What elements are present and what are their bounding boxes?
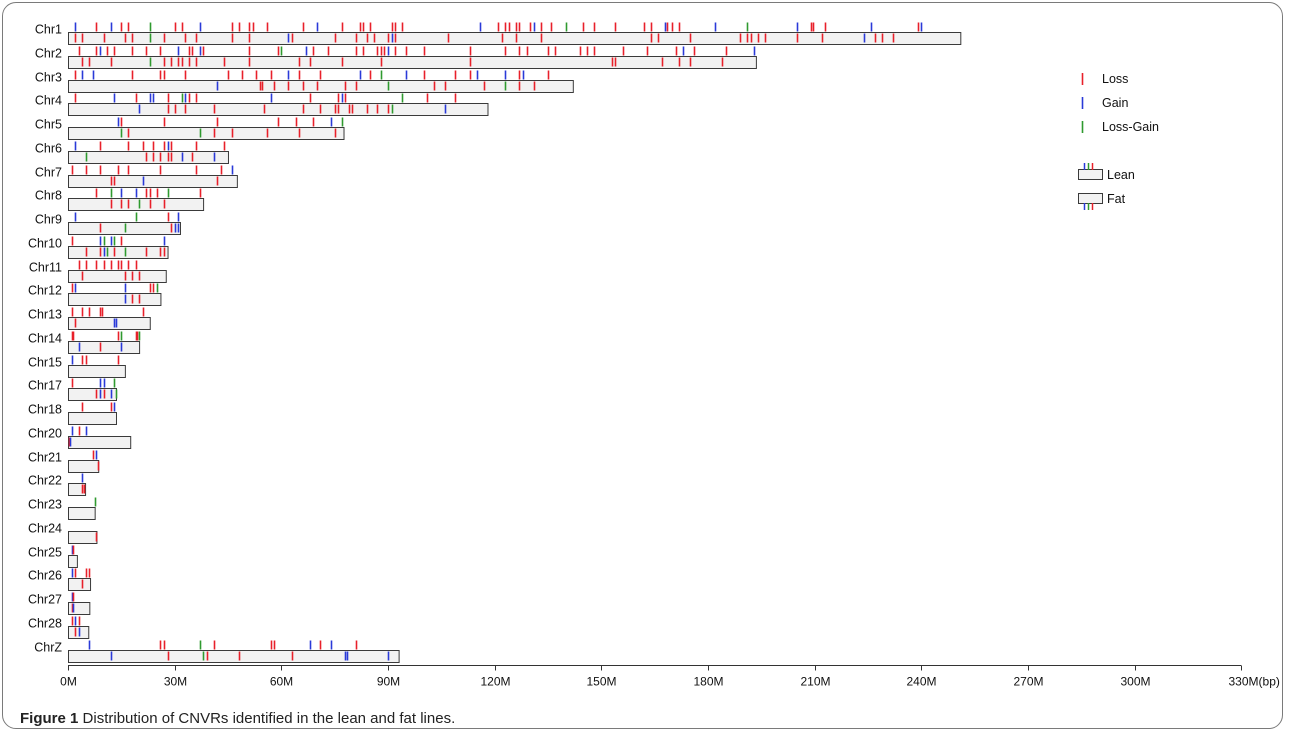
x-tick-label: 0M (60, 675, 77, 689)
x-tick-label: 240M (906, 675, 936, 689)
legend-fat-label: Fat (1107, 192, 1126, 206)
x-tick-label: 210M (800, 675, 830, 689)
chromosome-bar-chr20 (68, 436, 132, 449)
chromosome-bar-chr24 (68, 531, 98, 544)
chromosome-label: Chr22 (28, 474, 62, 488)
chromosome-label: Chr10 (28, 237, 62, 251)
chromosome-bar-chr15 (68, 365, 126, 378)
chromosome-label: ChrZ (34, 641, 62, 655)
caption-text: Distribution of CNVRs identified in the … (82, 710, 456, 727)
legend-fat-glyph (1078, 193, 1103, 204)
chromosome-bar-chr21 (68, 460, 100, 473)
chromosome-bar-chrz (68, 650, 400, 663)
legend-lean-label: Lean (1107, 168, 1135, 182)
chromosome-label: Chr9 (35, 213, 62, 227)
chromosome-bar-chr3 (68, 80, 574, 93)
chromosome-label: Chr3 (35, 71, 62, 85)
chromosome-bar-chr26 (68, 578, 92, 591)
chromosome-bar-chr28 (68, 626, 90, 639)
chromosome-bar-chr8 (68, 198, 205, 211)
x-tick-label: 30M (164, 675, 187, 689)
chromosome-label: Chr5 (35, 118, 62, 132)
chromosome-label: Chr13 (28, 308, 62, 322)
chromosome-label: Chr12 (28, 284, 62, 298)
chromosome-label: Chr24 (28, 522, 62, 536)
chromosome-bar-chr7 (68, 175, 238, 188)
chromosome-label: Chr2 (35, 47, 62, 61)
chromosome-bar-chr27 (68, 602, 91, 615)
chromosome-label: Chr28 (28, 617, 62, 631)
chromosome-bar-chr13 (68, 317, 151, 330)
chromosome-label: Chr8 (35, 189, 62, 203)
chromosome-bar-chr17 (68, 388, 117, 401)
chromosome-label: Chr20 (28, 427, 62, 441)
x-tick-label: 180M (693, 675, 723, 689)
chromosome-label: Chr27 (28, 593, 62, 607)
figure-caption: Figure 1 Distribution of CNVRs identifie… (20, 710, 455, 727)
chromosome-bar-chr22 (68, 483, 87, 496)
legend-loss-label: Loss (1102, 72, 1128, 86)
chromosome-label: Chr21 (28, 451, 62, 465)
chromosome-bar-chr11 (68, 270, 167, 283)
legend-gain-label: Gain (1102, 96, 1128, 110)
x-tick-label: 300M (1120, 675, 1150, 689)
chromosome-label: Chr6 (35, 142, 62, 156)
cnvr-chromosome-chart: Chr1 Chr2 Chr3 Chr4 Chr5 Chr6 Chr7 Chr8 Chr9 Chr1… (28, 22, 1280, 689)
x-tick-label: 120M (480, 675, 510, 689)
x-tick-label: 90M (377, 675, 400, 689)
chromosome-label: Chr4 (35, 94, 62, 108)
chromosome-label: Chr15 (28, 356, 62, 370)
x-tick-label: 60M (270, 675, 293, 689)
chromosome-label: Chr25 (28, 546, 62, 560)
x-tick-label: 270M (1013, 675, 1043, 689)
chromosome-label: Chr18 (28, 403, 62, 417)
chromosome-bar-chr2 (68, 56, 757, 69)
chromosome-label: Chr7 (35, 166, 62, 180)
chromosome-bar-chr10 (68, 246, 169, 259)
chromosome-bar-chr23 (68, 507, 96, 520)
chromosome-bar-chr6 (68, 151, 229, 164)
legend-lean-glyph (1078, 169, 1103, 180)
x-unit-label: (bp) (1259, 675, 1280, 689)
x-tick-label: 330M(bp) (1229, 675, 1280, 689)
chromosome-bar-chr5 (68, 127, 345, 140)
chromosome-label: Chr23 (28, 498, 62, 512)
chromosome-bar-chr18 (68, 412, 117, 425)
caption-label: Figure 1 (20, 710, 79, 727)
chromosome-label: Chr14 (28, 332, 62, 346)
chromosome-label: Chr17 (28, 379, 62, 393)
chromosome-bar-chr9 (68, 222, 181, 235)
legend-loss-gain-label: Loss-Gain (1102, 120, 1159, 134)
chromosome-bar-chr12 (68, 293, 162, 306)
chromosome-label: Chr1 (35, 23, 62, 37)
chromosome-bar-chr4 (68, 103, 489, 116)
chromosome-bar-chr25 (68, 555, 78, 568)
x-tick-label: 150M (586, 675, 616, 689)
chromosome-label: Chr26 (28, 569, 62, 583)
chromosome-label: Chr11 (29, 261, 62, 275)
chromosome-bar-chr1 (68, 32, 962, 45)
